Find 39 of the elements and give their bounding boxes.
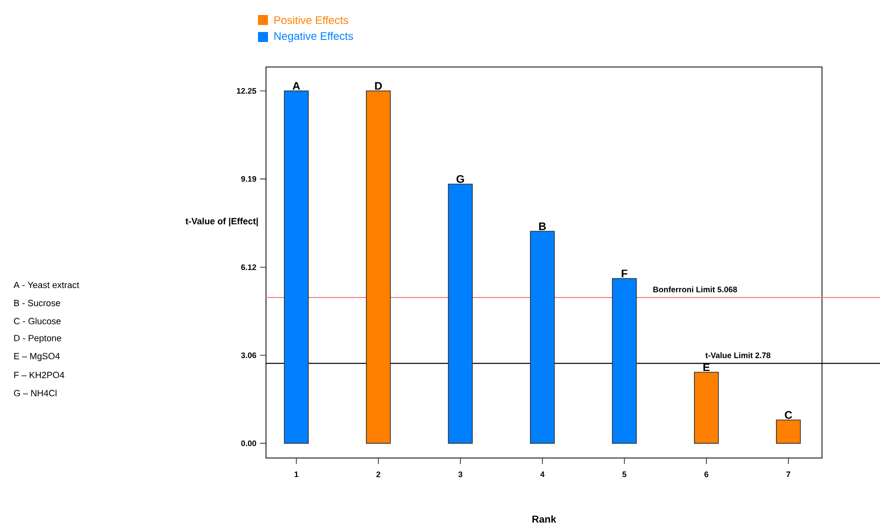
x-axis-title: Rank xyxy=(532,515,556,523)
x-tick-label: 5 xyxy=(622,472,626,478)
text: F – KH2PO4 xyxy=(14,372,64,378)
annotation: F xyxy=(622,270,628,278)
y-axis-title: t-Value of |Effect| xyxy=(186,218,258,226)
y-tick-label: 6.12 xyxy=(241,264,256,270)
x-tick-label: 6 xyxy=(704,472,708,478)
legend-label: Positive Effects xyxy=(274,16,348,24)
text: E – MgSO4 xyxy=(14,352,60,362)
x-tick-label: 1 xyxy=(294,472,298,478)
legend-label: Negative Effects xyxy=(274,32,354,42)
y-tick-label: 12.25 xyxy=(236,88,256,94)
y-tick-label: 3.06 xyxy=(241,352,256,358)
text: B - Sucrose xyxy=(14,300,60,306)
ref-line-label: t-Value Limit 2.78 xyxy=(705,352,770,358)
bar xyxy=(366,90,391,444)
ref-line-label: Bonferroni Limit 5.068 xyxy=(653,286,738,292)
text: G – NH4Cl xyxy=(14,390,56,396)
bar xyxy=(284,90,309,444)
annotation: C xyxy=(784,411,792,419)
bar xyxy=(776,420,801,444)
annotation: E xyxy=(703,364,710,372)
x-tick-label: 7 xyxy=(786,472,790,478)
annotation: G xyxy=(456,175,464,183)
x-tick-label: 3 xyxy=(458,472,462,478)
text: C - Glucose xyxy=(14,318,61,324)
bar xyxy=(694,372,719,444)
annotation: D xyxy=(375,82,382,90)
bar xyxy=(612,278,637,444)
x-tick-label: 4 xyxy=(540,472,545,478)
annotation: A xyxy=(292,82,300,90)
y-tick-label: 0.00 xyxy=(241,440,256,446)
annotation: B xyxy=(539,222,546,230)
x-tick-label: 2 xyxy=(376,472,380,478)
y-tick-label: 9.19 xyxy=(241,176,256,182)
bar xyxy=(448,184,473,444)
bar xyxy=(530,230,555,444)
text: A - Yeast extract xyxy=(14,282,80,288)
text: D - Peptone xyxy=(14,334,62,344)
